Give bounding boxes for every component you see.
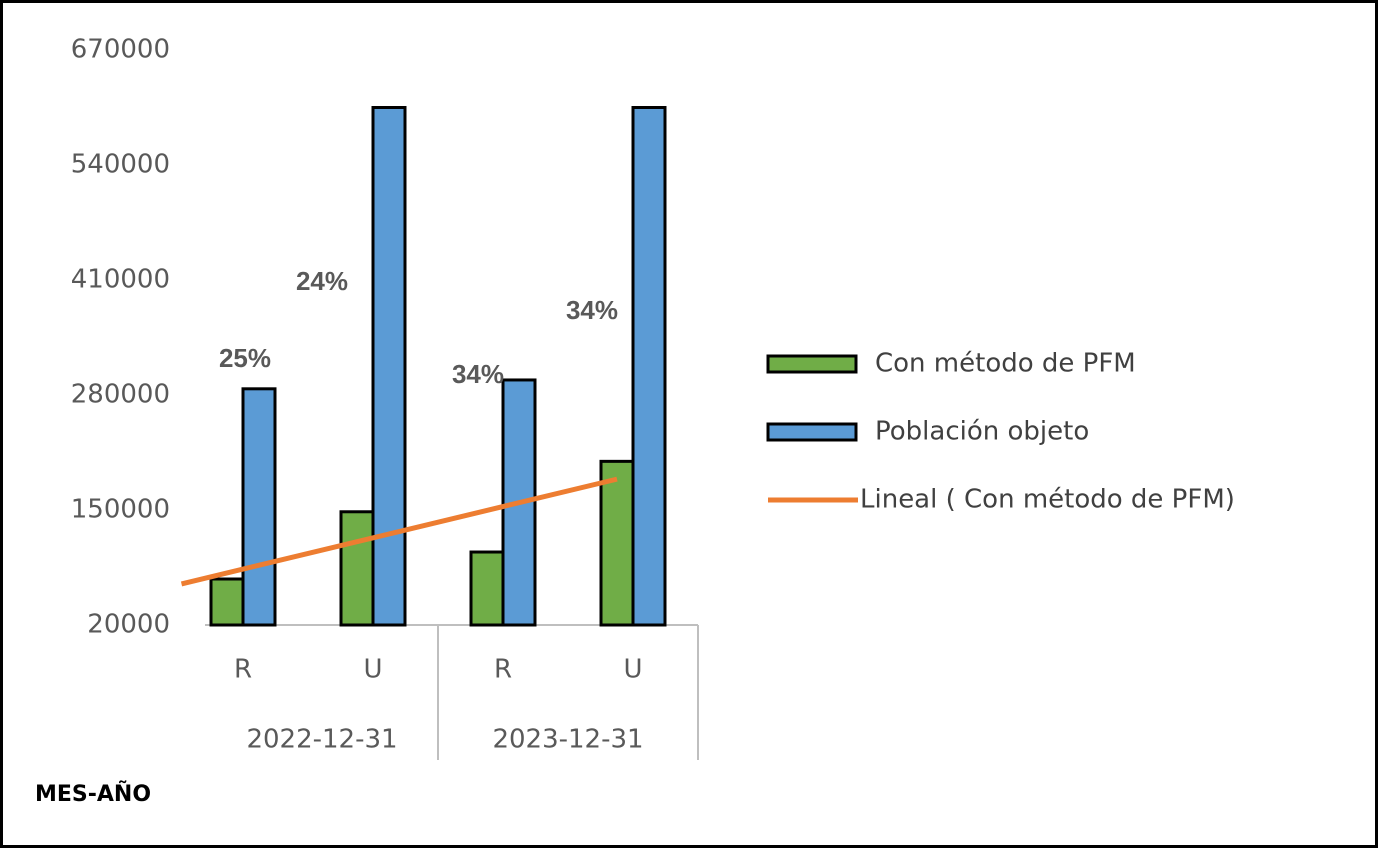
bar <box>469 550 505 627</box>
y-tick-label: 540000 <box>71 150 170 180</box>
y-tick-label: 410000 <box>71 265 170 295</box>
bar <box>631 106 667 627</box>
bar <box>371 106 407 627</box>
y-tick-label: 670000 <box>71 35 170 65</box>
legend-swatch <box>766 422 858 442</box>
bar <box>339 510 375 627</box>
bar <box>241 387 277 627</box>
bar <box>209 577 245 627</box>
y-tick-label: 280000 <box>71 380 170 410</box>
x-tick-label: U <box>363 655 382 685</box>
annotation: 34% <box>452 359 504 389</box>
annotation: 25% <box>219 343 271 373</box>
group-label: 2023-12-31 <box>492 725 643 755</box>
legend-label: Población objeto <box>875 417 1089 447</box>
y-tick-label: 20000 <box>87 610 170 640</box>
trendline <box>180 476 618 587</box>
x-tick-label: U <box>623 655 642 685</box>
x-tick-label: R <box>234 655 252 685</box>
legend-label: Lineal ( Con método de PFM) <box>860 485 1235 515</box>
y-tick-label: 150000 <box>71 495 170 525</box>
legend-swatch <box>766 354 858 374</box>
x-tick-label: R <box>494 655 512 685</box>
legend-label: Con método de PFM <box>875 349 1136 379</box>
annotation: 34% <box>566 295 618 325</box>
x-axis-label: MES-AÑO <box>35 781 151 807</box>
bar <box>599 459 635 627</box>
group-label: 2022-12-31 <box>246 725 397 755</box>
annotation: 24% <box>296 266 348 296</box>
